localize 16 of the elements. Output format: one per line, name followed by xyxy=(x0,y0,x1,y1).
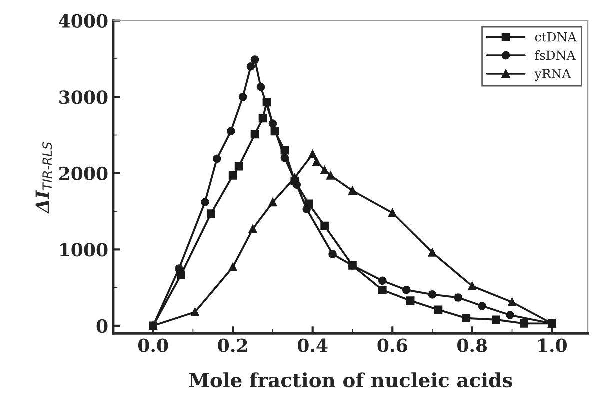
x-tick-label: 0.0 xyxy=(138,338,168,352)
x-tick-label: 1.0 xyxy=(538,338,568,352)
y-tick-label: 3000 xyxy=(60,90,108,104)
y-tick-label: 2000 xyxy=(60,166,108,181)
x-tick-label: 0.6 xyxy=(378,338,408,352)
y-tick-label: 0 xyxy=(96,319,108,334)
x-axis-title: Mole fraction of nucleic acids xyxy=(189,372,512,388)
legend-label: yRNA xyxy=(534,69,572,82)
x-tick-label: 0.4 xyxy=(298,338,328,352)
x-tick-label: 0.8 xyxy=(458,338,488,352)
legend-label: fsDNA xyxy=(535,50,576,60)
y-tick-label: 4000 xyxy=(59,14,108,28)
y-axis-title: ΔI$_{TIR-RLS}$ xyxy=(36,142,52,214)
legend-label: ctDNA xyxy=(535,32,577,42)
y-tick-label: 1000 xyxy=(60,243,108,257)
x-tick-label: 0.2 xyxy=(218,338,248,352)
